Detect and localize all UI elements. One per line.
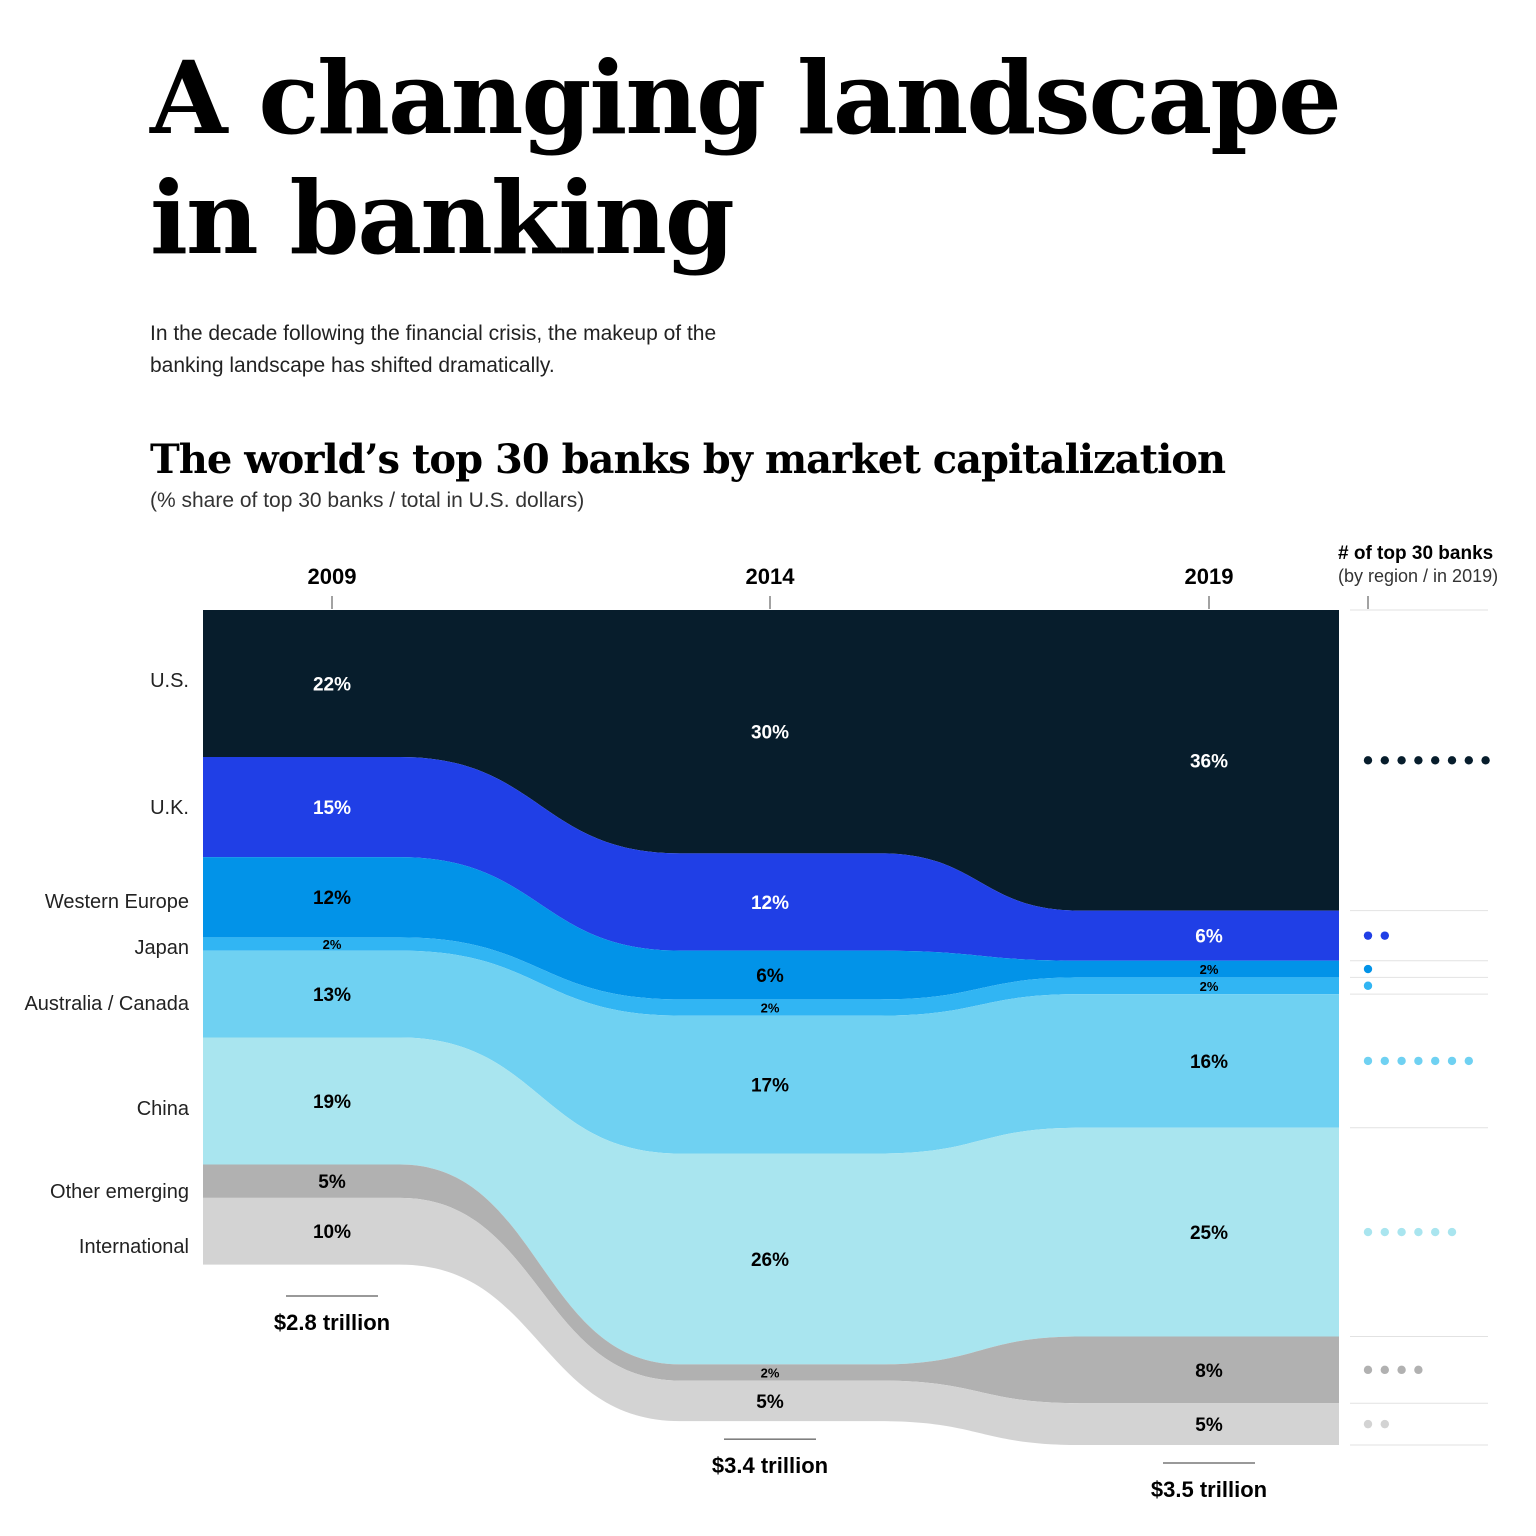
value-label-china-2014: 26%	[751, 1250, 789, 1271]
bank-dot-other-emerging	[1414, 1365, 1423, 1375]
region-label-japan: Japan	[135, 937, 190, 959]
band-china	[203, 1037, 1339, 1365]
bank-dot-china	[1363, 1227, 1373, 1237]
value-label-australia-canada-2014: 17%	[751, 1076, 789, 1097]
bank-dot-china	[1431, 1227, 1440, 1237]
bank-dot-china	[1414, 1227, 1423, 1237]
total-label-2009: $2.8 trillion	[274, 1310, 390, 1335]
bank-dot-other-emerging	[1397, 1365, 1406, 1375]
band-australia-canada	[203, 950, 1339, 1154]
value-label-western-europe-2014: 6%	[756, 966, 784, 987]
bank-dot-australia-canada	[1363, 1056, 1373, 1066]
value-label-other-emerging-2019: 8%	[1195, 1361, 1223, 1382]
value-label-international-2014: 5%	[756, 1392, 784, 1413]
value-label-china-2009: 19%	[313, 1092, 351, 1113]
bank-dot-australia-canada	[1397, 1056, 1406, 1066]
band-international	[203, 1197, 1339, 1445]
value-label-u-s-2014: 30%	[751, 723, 789, 744]
value-label-japan-2009: 2%	[323, 937, 342, 952]
banks-legend-title: # of top 30 banks	[1338, 543, 1493, 564]
band-other-emerging	[203, 1164, 1339, 1404]
bank-dot-u-k	[1363, 931, 1373, 940]
bank-dot-australia-canada	[1431, 1056, 1440, 1066]
value-label-australia-canada-2019: 16%	[1190, 1052, 1228, 1073]
bank-dot-australia-canada	[1414, 1056, 1423, 1066]
bank-dot-australia-canada	[1464, 1056, 1474, 1066]
total-label-2019: $3.5 trillion	[1151, 1477, 1267, 1502]
bank-dot-u-k	[1380, 931, 1390, 940]
value-label-other-emerging-2014: 2%	[761, 1365, 780, 1380]
year-label-2019: 2019	[1185, 564, 1234, 589]
stream-chart: 2009 2014 2019 22% 30% 36% 15% 12% 6% 12% 6% 2% 2% 2%…	[24, 543, 1498, 1502]
value-label-japan-2014: 2%	[761, 1000, 780, 1015]
bank-dot-u-s	[1447, 756, 1457, 765]
bank-dot-other-emerging	[1380, 1365, 1390, 1375]
band-western-europe	[203, 857, 1339, 1000]
value-label-western-europe-2019: 2%	[1200, 962, 1219, 977]
bank-dot-australia-canada	[1380, 1056, 1390, 1066]
bank-dot-international	[1380, 1419, 1390, 1429]
band-japan	[203, 937, 1339, 1016]
value-label-international-2019: 5%	[1195, 1415, 1223, 1436]
bank-dot-other-emerging	[1363, 1365, 1373, 1375]
value-label-u-s-2009: 22%	[313, 674, 351, 695]
bank-dot-u-s	[1397, 756, 1406, 765]
bank-dot-japan	[1363, 981, 1373, 990]
region-label-international: International	[79, 1236, 189, 1258]
band-u-s	[203, 610, 1339, 911]
bank-dot-u-s	[1431, 756, 1440, 765]
bank-dot-u-s	[1380, 756, 1390, 765]
bank-dot-u-s	[1414, 756, 1423, 765]
region-label-china: China	[137, 1098, 190, 1120]
value-label-u-k-2014: 12%	[751, 893, 789, 914]
region-label-u-s: U.S.	[150, 670, 189, 692]
bank-dot-u-s	[1464, 756, 1474, 765]
value-label-japan-2019: 2%	[1200, 979, 1219, 994]
value-label-u-k-2009: 15%	[313, 798, 351, 819]
value-label-other-emerging-2009: 5%	[318, 1172, 346, 1193]
intro-text: In the decade following the financial cr…	[150, 322, 717, 377]
value-label-australia-canada-2009: 13%	[313, 985, 351, 1006]
region-label-u-k: U.K.	[150, 797, 189, 819]
bank-dot-u-s	[1481, 756, 1490, 765]
value-label-western-europe-2009: 12%	[313, 888, 351, 909]
chart-subtitle: (% share of top 30 banks / total in U.S.…	[150, 489, 585, 512]
band-u-k	[203, 756, 1339, 961]
chart-title: The world’s top 30 banks by market capit…	[150, 436, 1226, 483]
value-label-china-2019: 25%	[1190, 1223, 1228, 1244]
value-label-u-k-2019: 6%	[1195, 927, 1223, 948]
banks-legend-subtitle: (by region / in 2019)	[1338, 566, 1498, 586]
region-label-western-europe: Western Europe	[45, 891, 189, 913]
bank-dot-international	[1363, 1419, 1373, 1429]
year-label-2014: 2014	[746, 564, 796, 589]
bank-dot-china	[1447, 1227, 1457, 1237]
value-label-international-2009: 10%	[313, 1222, 351, 1243]
bank-dot-western-europe	[1363, 964, 1373, 974]
bank-dot-australia-canada	[1447, 1056, 1457, 1066]
bank-dot-u-s	[1363, 756, 1373, 765]
value-label-u-s-2019: 36%	[1190, 751, 1228, 772]
headline: A changing landscape in banking	[150, 39, 1342, 277]
year-label-2009: 2009	[308, 564, 357, 589]
total-label-2014: $3.4 trillion	[712, 1453, 828, 1478]
bank-dot-china	[1397, 1227, 1406, 1237]
bank-dot-china	[1380, 1227, 1390, 1237]
region-label-australia-canada: Australia / Canada	[24, 993, 189, 1015]
region-label-other-emerging: Other emerging	[50, 1181, 189, 1203]
